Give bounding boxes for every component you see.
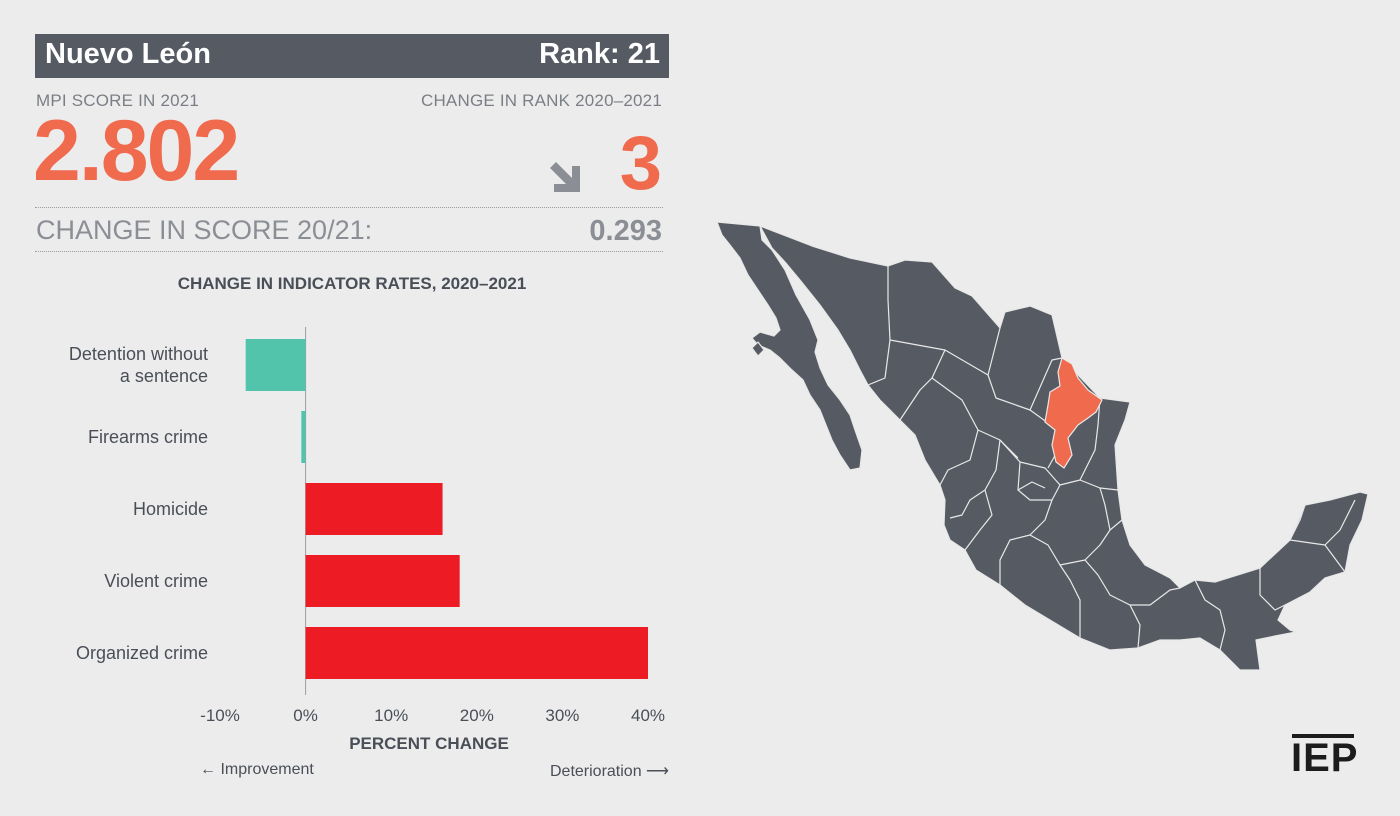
x-axis-title: PERCENT CHANGE [349,734,509,753]
score-label: MPI SCORE IN 2021 [36,91,200,110]
logo-bar [1292,734,1354,738]
category-label: Homicide [133,499,208,519]
state-name: Nuevo León [45,38,211,70]
rank-change-value: 3 [619,121,662,206]
chart-title: CHANGE IN INDICATOR RATES, 2020–2021 [177,274,527,293]
divider [35,207,663,208]
iep-logo: IEP [1291,734,1357,782]
bar [245,339,306,391]
isla-tiburon [751,341,765,357]
mpi-score: 2.802 [33,103,240,199]
category-label: Firearms crime [88,427,208,447]
state-header: Nuevo León Rank: 21 [35,34,669,78]
logo-text: IEP [1291,736,1359,780]
bar [301,411,306,463]
nuevo-leon-state [1044,357,1103,469]
arrow-down-right-icon [550,162,580,192]
state-rank: Rank: 21 [539,38,660,70]
deterioration-label: Deterioration ⟶ [550,763,669,780]
baja-california-region [716,221,863,471]
category-label: Violent crime [104,571,208,591]
score-change-value: 0.293 [589,215,662,247]
bar [305,627,648,679]
category-label: Organized crime [76,643,208,663]
x-tick-label: 0% [293,706,318,725]
category-label: Detention without a sentence [69,344,208,386]
x-tick-label: 10% [374,706,408,725]
mexico-map [716,221,1369,671]
bar-chart: Detention without a sentence Firearms crim… [69,327,665,725]
rank-change-label: CHANGE IN RANK 2020–2021 [420,91,662,110]
x-tick-label: 40% [631,706,665,725]
x-tick-label: -10% [200,706,240,725]
x-tick-label: 30% [545,706,579,725]
x-tick-label: 20% [460,706,494,725]
bar [305,483,443,535]
score-change-label: CHANGE IN SCORE 20/21: [36,215,373,245]
bar [305,555,460,607]
divider [35,251,663,252]
improvement-label: ← Improvement [200,761,314,778]
